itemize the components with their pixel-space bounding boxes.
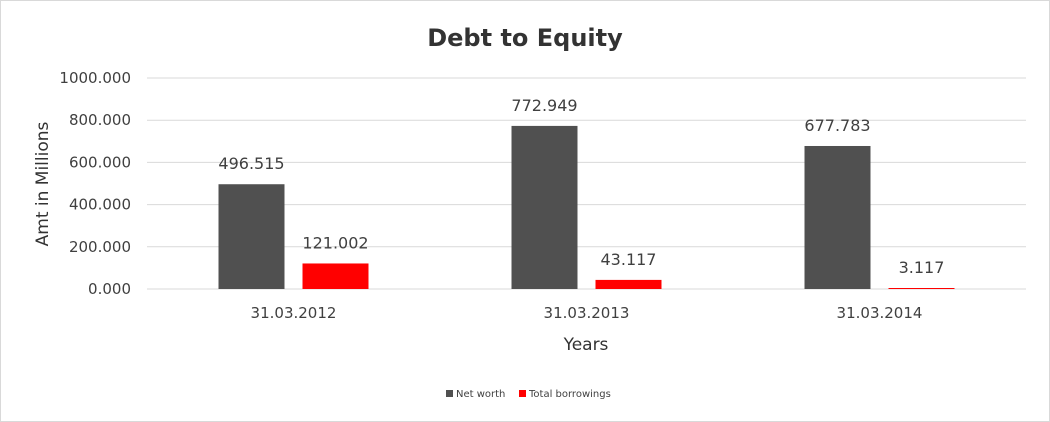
y-tick-labels: 0.000 200.000 400.000 600.000 800.000 1000.00…	[59, 69, 131, 298]
data-label: 496.515	[218, 154, 284, 173]
legend-label-total-borrowings: Total borrowings	[528, 389, 611, 400]
bars	[218, 125, 955, 289]
data-label: 3.117	[899, 258, 945, 277]
legend-swatch-total-borrowings	[519, 390, 526, 397]
gridlines	[147, 77, 1026, 290]
y-tick-label: 800.000	[69, 111, 131, 129]
data-label: 121.002	[302, 233, 368, 252]
bar-net-worth	[218, 184, 285, 289]
chart-title: Debt to Equity	[427, 24, 623, 52]
data-labels: 496.515 121.002 772.949 43.117 677.783 3.117	[218, 96, 944, 277]
y-tick-label: 600.000	[69, 153, 131, 171]
x-tick-label: 31.03.2013	[544, 304, 630, 322]
data-label: 677.783	[804, 116, 870, 135]
bar-total-borrowings	[595, 279, 662, 289]
x-axis-title: Years	[563, 335, 609, 355]
y-tick-label: 200.000	[69, 238, 131, 256]
bar-net-worth	[511, 125, 578, 289]
x-tick-label: 31.03.2014	[837, 304, 923, 322]
y-axis-title: Amt in Millions	[33, 121, 53, 246]
x-tick-label: 31.03.2012	[251, 304, 337, 322]
data-label: 772.949	[511, 96, 577, 115]
y-tick-label: 0.000	[88, 280, 131, 298]
bar-total-borrowings	[302, 263, 369, 289]
legend-swatch-net-worth	[446, 390, 453, 397]
legend: Net worth Total borrowings	[446, 389, 611, 400]
y-tick-label: 1000.000	[59, 69, 131, 87]
y-tick-label: 400.000	[69, 196, 131, 214]
legend-label-net-worth: Net worth	[456, 389, 505, 400]
bar-total-borrowings	[888, 288, 955, 289]
bar-net-worth	[804, 145, 871, 289]
x-tick-labels: 31.03.2012 31.03.2013 31.03.2014	[251, 304, 923, 322]
data-label: 43.117	[601, 250, 657, 269]
